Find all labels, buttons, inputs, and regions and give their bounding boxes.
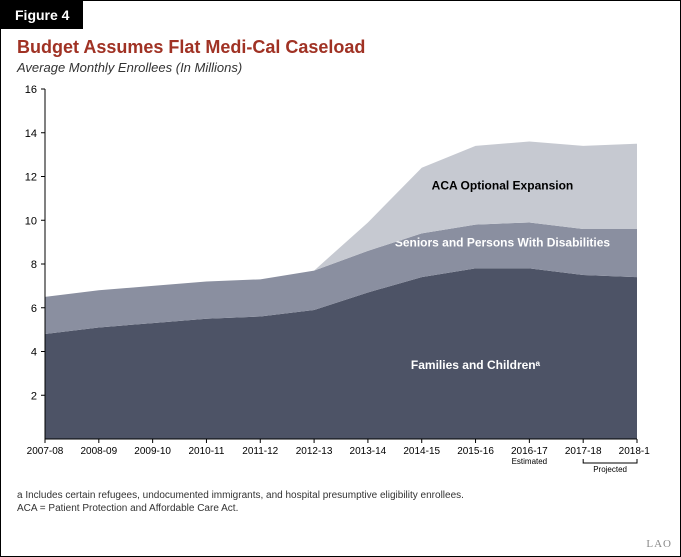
svg-text:10: 10 [25,215,37,227]
footnotes: a Includes certain refugees, undocumente… [1,484,680,520]
svg-text:16: 16 [25,84,37,96]
x-tick-label: 2014-15 [403,446,440,457]
x-tick-label: 2018-19 [619,446,650,457]
x-tick-label: 2016-17 [511,446,548,457]
area-chart-svg: 2 4 6 8 10 12 14 16 Families and Childrenᵃ Senior… [1,79,650,479]
x-tick-label: 2010-11 [188,446,224,457]
watermark-label: LAO [646,538,672,550]
svg-text:14: 14 [25,128,37,140]
projected-bracket [583,459,637,463]
x-tick-label: 2009-10 [134,446,171,457]
figure-title: Budget Assumes Flat Medi-Cal Caseload [17,37,664,58]
x-tick-label: 2008-09 [80,446,117,457]
figure-container: Figure 4 Budget Assumes Flat Medi-Cal Ca… [0,0,681,557]
svg-text:6: 6 [31,303,37,315]
svg-text:12: 12 [25,172,37,184]
x-tick-label: 2015-16 [457,446,494,457]
svg-text:8: 8 [31,259,37,271]
x-tick-label: 2017-18 [565,446,602,457]
x-tick-label: 2007-08 [27,446,64,457]
svg-text:4: 4 [31,347,37,359]
figure-header: Budget Assumes Flat Medi-Cal Caseload Av… [1,29,680,79]
projected-label: Projected [593,465,627,474]
x-sublabel: Estimated [512,457,548,466]
series-label-seniors: Seniors and Persons With Disabilities [395,236,611,250]
x-tick-label: 2013-14 [350,446,387,457]
x-tick-label: 2012-13 [296,446,333,457]
footnote-aca: ACA = Patient Protection and Affordable … [17,503,664,514]
svg-text:2: 2 [31,390,37,402]
series-label-families: Families and Childrenᵃ [411,358,541,372]
figure-tab: Figure 4 [1,1,83,29]
x-tick-label: 2011-12 [242,446,278,457]
chart-area: 2 4 6 8 10 12 14 16 Families and Childrenᵃ Senior… [1,79,680,484]
footnote-a: a Includes certain refugees, undocumente… [17,490,664,501]
figure-subtitle: Average Monthly Enrollees (In Millions) [17,60,664,75]
series-label-aca: ACA Optional Expansion [432,179,574,193]
